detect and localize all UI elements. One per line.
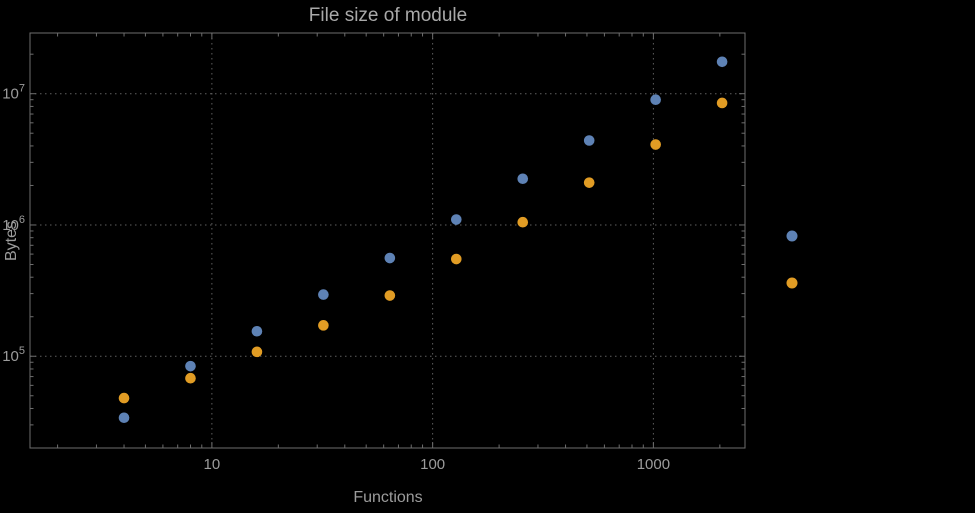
x-axis-label: Functions bbox=[353, 489, 423, 506]
x-tick-label: 10 bbox=[204, 456, 221, 473]
legend bbox=[786, 230, 798, 289]
data-point bbox=[451, 253, 462, 265]
data-point bbox=[251, 346, 263, 358]
x-tick-label: 1000 bbox=[637, 456, 670, 473]
data-point bbox=[118, 412, 130, 424]
data-point bbox=[650, 139, 661, 150]
data-point bbox=[583, 177, 595, 188]
data-point bbox=[517, 173, 529, 185]
y-axis-label: Bytes bbox=[3, 220, 20, 262]
data-point bbox=[716, 56, 728, 68]
axis-ticks bbox=[30, 33, 745, 448]
y-tick-label: 105 bbox=[2, 345, 25, 365]
legend-marker bbox=[786, 277, 798, 289]
x-tick-label: 100 bbox=[420, 456, 445, 473]
data-point bbox=[251, 325, 263, 337]
chart-title: File size of module bbox=[308, 5, 468, 26]
data-point bbox=[318, 289, 329, 300]
series-2-points bbox=[118, 97, 728, 404]
y-tick-label: 107 bbox=[2, 83, 25, 103]
data-point bbox=[451, 214, 462, 225]
data-point bbox=[583, 135, 595, 146]
data-point bbox=[716, 97, 728, 109]
plot-frame bbox=[29, 32, 746, 449]
data-point bbox=[650, 94, 661, 106]
series-1-points bbox=[118, 56, 728, 424]
data-point bbox=[384, 290, 396, 301]
y-tick-label: 106 bbox=[2, 214, 25, 234]
gridlines bbox=[30, 33, 745, 448]
legend-marker bbox=[786, 230, 798, 242]
data-point bbox=[185, 360, 196, 372]
data-point bbox=[517, 216, 529, 228]
data-point bbox=[318, 320, 329, 331]
data-point bbox=[384, 252, 396, 264]
data-point bbox=[185, 372, 196, 384]
tick-labels: 10 100 1000 105 106 107 bbox=[2, 83, 670, 473]
data-point bbox=[118, 392, 130, 404]
